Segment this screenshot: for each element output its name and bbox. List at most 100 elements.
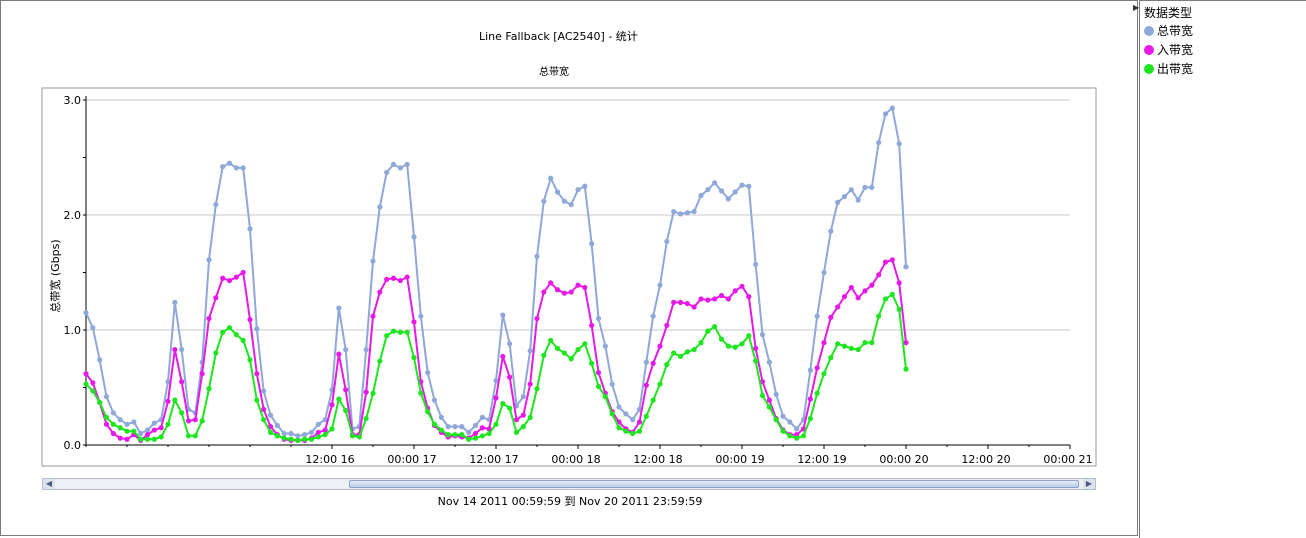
data-point [602, 394, 608, 400]
data-point [179, 379, 185, 385]
data-point [199, 371, 205, 377]
data-point [240, 165, 246, 171]
data-point [459, 432, 465, 438]
data-point [725, 343, 731, 349]
data-point [507, 374, 513, 380]
scroll-left-icon[interactable]: ◀ [43, 479, 55, 489]
data-point [452, 432, 458, 438]
legend-item-total[interactable]: 总带宽 [1144, 22, 1193, 39]
data-point [247, 317, 253, 323]
data-point [787, 419, 793, 425]
data-point [814, 313, 820, 319]
data-point [835, 304, 841, 310]
data-point [718, 336, 725, 342]
data-point [903, 366, 909, 372]
legend-item-out[interactable]: 出带宽 [1144, 60, 1193, 77]
legend-expand-icon[interactable]: ▶ [1133, 3, 1140, 12]
data-point [582, 341, 588, 347]
y-tick-label: 1.0 [64, 324, 82, 337]
legend-item-in[interactable]: 入带宽 [1144, 41, 1193, 58]
data-point [226, 325, 233, 331]
data-point [110, 421, 116, 427]
data-point [151, 427, 157, 433]
data-point [240, 269, 246, 276]
data-point [138, 436, 144, 442]
data-point [315, 434, 321, 440]
data-point [363, 389, 369, 395]
data-point [677, 353, 684, 360]
data-point [602, 343, 608, 349]
data-point [746, 294, 752, 300]
data-point [124, 428, 130, 434]
data-point [630, 430, 636, 437]
data-point [882, 259, 889, 265]
data-point [397, 277, 403, 284]
data-point [821, 269, 827, 276]
data-point [281, 430, 287, 437]
data-point [466, 436, 472, 442]
data-point [466, 429, 472, 435]
data-point [595, 369, 602, 376]
data-point [233, 165, 239, 171]
data-point [500, 353, 506, 360]
data-point [117, 417, 123, 423]
data-point [295, 437, 301, 443]
y-tick-label: 0.0 [64, 439, 82, 452]
data-point [110, 410, 116, 416]
data-point [746, 333, 752, 339]
data-point [759, 332, 766, 338]
data-point [548, 175, 554, 181]
data-point [794, 435, 800, 441]
data-point [684, 349, 690, 355]
data-point [192, 433, 198, 439]
data-point [739, 283, 745, 289]
data-point [329, 402, 335, 408]
data-point [131, 419, 137, 425]
line-chart: 0.0 1.0 2.0 3.0 12:00 16 00:00 17 12:00 17 00:0… [41, 87, 1097, 467]
scroll-right-icon[interactable]: ▶ [1083, 479, 1095, 489]
time-range-label: Nov 14 2011 00:59:59 到 Nov 20 2011 23:59… [437, 495, 703, 508]
legend-swatch-in [1144, 44, 1154, 55]
data-point [554, 287, 561, 293]
data-point [869, 340, 875, 346]
data-point [411, 319, 417, 325]
data-point [623, 428, 629, 434]
data-point [452, 424, 458, 430]
data-point [117, 425, 123, 431]
data-point [144, 432, 151, 438]
data-point [650, 397, 656, 403]
data-point [500, 312, 506, 318]
data-point [288, 430, 294, 437]
data-point [609, 411, 615, 417]
data-point [841, 343, 848, 349]
data-point [103, 394, 110, 400]
data-point [90, 380, 96, 386]
data-point [705, 187, 711, 193]
data-point [308, 429, 315, 435]
data-point [479, 425, 485, 431]
y-tick-label: 3.0 [64, 94, 82, 107]
data-point [486, 430, 492, 437]
x-tick-label: 00:00 21 [1043, 453, 1092, 466]
data-point [554, 189, 561, 195]
data-point [712, 180, 718, 186]
scrollbar-thumb[interactable] [349, 480, 1079, 488]
data-point [165, 379, 171, 385]
time-scrollbar[interactable]: ◀ ▶ [42, 478, 1096, 490]
legend-label-in: 入带宽 [1157, 43, 1194, 57]
data-point [828, 228, 834, 234]
data-point [90, 388, 96, 394]
data-point [274, 433, 280, 439]
data-point [657, 282, 663, 288]
data-point [548, 280, 554, 286]
data-point [390, 275, 397, 281]
data-point [753, 358, 759, 364]
data-point [411, 234, 417, 240]
data-point [418, 390, 424, 396]
chart-frame: Line Fallback [AC2540] - 统计 总带宽 0.0 1.0 2.… [0, 0, 1138, 536]
data-point [158, 434, 164, 440]
data-point [841, 294, 848, 300]
data-point [254, 326, 260, 332]
data-point [206, 386, 212, 392]
data-point [664, 361, 670, 368]
